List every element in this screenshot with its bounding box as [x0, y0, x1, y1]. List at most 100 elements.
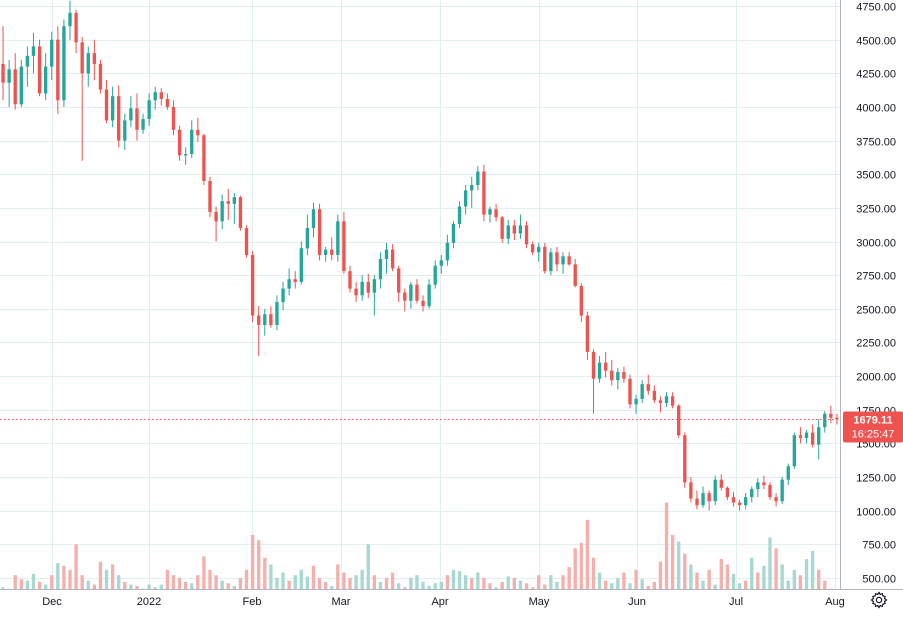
volume-bar — [439, 581, 443, 590]
volume-bar — [524, 583, 529, 590]
candle-body — [506, 225, 510, 239]
volume-bar — [731, 573, 736, 590]
volume-bar — [257, 540, 261, 590]
volume-bar — [159, 584, 163, 590]
price-axis[interactable]: 4750.00 4500.00 4250.00 4000.00 3750.00 3500.… — [856, 2, 896, 586]
volume-bar — [658, 561, 663, 590]
candle-body — [117, 96, 121, 141]
candle-body — [177, 129, 182, 156]
candle-body — [68, 12, 72, 27]
candle-body — [476, 171, 480, 186]
volume-bar — [43, 584, 48, 590]
volume-bar — [433, 583, 437, 590]
volume-bar — [451, 569, 456, 590]
volume-bar — [135, 585, 139, 590]
candle-body — [50, 39, 54, 67]
volume-bar — [263, 557, 267, 590]
candle-body — [135, 108, 139, 130]
volume-bar — [823, 580, 827, 590]
grid — [0, 0, 840, 590]
volume-bar — [390, 572, 395, 590]
time-tick-label: Apr — [431, 596, 448, 608]
candle-body — [190, 129, 194, 155]
candle-body — [141, 119, 145, 130]
candle-body — [226, 201, 230, 204]
volume-bar — [756, 572, 760, 590]
candle-body — [713, 479, 717, 502]
volume-bar — [19, 579, 23, 590]
candle-body — [677, 405, 681, 436]
candle-body — [603, 362, 608, 371]
volume-bar — [13, 575, 17, 590]
countdown-label: 16:25:47 — [852, 429, 895, 441]
volume-bar — [336, 564, 340, 590]
volume-bar — [354, 575, 358, 590]
volume-bar — [1, 587, 5, 590]
candle-body — [445, 242, 450, 261]
time-tick-label: Mar — [332, 596, 351, 608]
volume-bar — [80, 575, 84, 590]
candle-body — [390, 249, 395, 269]
candle-body — [354, 288, 358, 296]
candle-body — [409, 284, 413, 301]
volume-bar — [92, 584, 97, 590]
candle-body — [689, 482, 693, 499]
candle-body — [305, 228, 310, 249]
candle-body — [786, 466, 790, 480]
candle-body — [707, 493, 711, 502]
candle-body — [257, 315, 261, 325]
candle-body — [263, 314, 267, 325]
candle-body — [488, 209, 492, 215]
volume-bar — [190, 583, 194, 590]
candle-body — [524, 225, 529, 245]
chart-settings-button[interactable] — [864, 588, 894, 612]
volume-bar — [165, 569, 170, 590]
last-price-badge: 1679.11 16:25:47 — [843, 411, 903, 443]
volume-bar — [634, 569, 638, 590]
volume-bar — [117, 575, 121, 590]
candle-body — [299, 248, 303, 282]
volume-bar — [177, 577, 182, 590]
candle-body — [683, 435, 687, 483]
volume-bar — [68, 569, 72, 590]
volume-bar — [640, 579, 644, 590]
candle-body — [701, 493, 705, 506]
candle-body — [652, 390, 657, 401]
volume-bar — [664, 502, 669, 590]
volume-bar — [129, 584, 133, 590]
candle-body — [238, 197, 243, 229]
volume-bar — [719, 559, 723, 590]
candle-body — [518, 225, 523, 234]
candle-body — [579, 285, 583, 316]
candle-body — [555, 252, 559, 265]
candle-body — [378, 259, 383, 280]
volume-bar — [244, 569, 249, 590]
volume-bar — [677, 541, 681, 590]
volume-bar — [330, 585, 334, 590]
candle-body — [360, 281, 364, 296]
candle-body — [537, 246, 541, 253]
candle-body — [7, 69, 11, 83]
candle-body — [792, 435, 797, 467]
gear-icon — [870, 591, 888, 609]
volume-bar — [573, 548, 577, 590]
time-tick-label: 2022 — [137, 596, 161, 608]
volume-bar — [774, 548, 778, 590]
volume-bar — [500, 581, 504, 590]
candle-body — [86, 53, 90, 74]
candle-body — [756, 482, 760, 490]
candle-body — [823, 413, 827, 428]
candle-body — [317, 209, 322, 255]
time-axis[interactable]: Dec 2022 Feb Mar Apr May Jun Jul Aug — [42, 596, 845, 608]
volume-bar — [810, 550, 815, 590]
candle-body — [62, 26, 66, 101]
volume-bar — [202, 556, 206, 590]
candle-body — [622, 372, 626, 379]
volume-bar — [743, 580, 748, 590]
volume-bar — [817, 569, 821, 590]
candle-body — [1, 63, 5, 83]
volume-bar — [506, 576, 510, 590]
volume-bar — [104, 569, 109, 590]
